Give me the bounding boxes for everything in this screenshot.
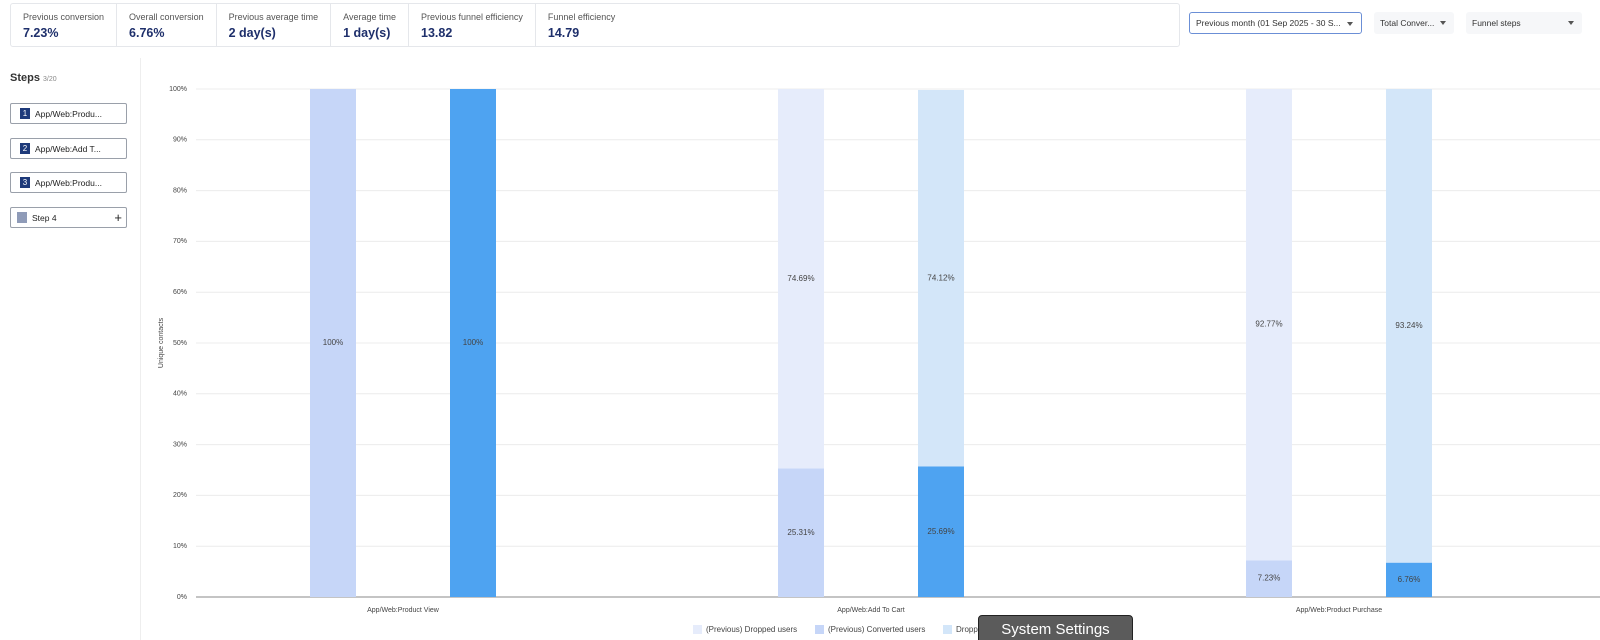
metric: Overall conversion 6.76%: [117, 4, 217, 46]
step-number: 2: [20, 143, 30, 154]
step-item[interactable]: 2 App/Web:Add T...: [10, 138, 127, 159]
data-label: 6.76%: [1398, 575, 1421, 584]
metric-label: Previous funnel efficiency: [421, 12, 523, 22]
step-item[interactable]: 3 App/Web:Produ...: [10, 172, 127, 193]
y-tick-label: 0%: [177, 594, 187, 601]
bar-segment: [918, 89, 964, 467]
legend-swatch: [815, 625, 824, 634]
step-swatch: [17, 212, 27, 223]
x-tick-label: App/Web:Product Purchase: [1296, 607, 1382, 614]
y-tick-label: 80%: [173, 187, 187, 194]
steps-panel: Steps 3/20 1 App/Web:Produ... 2 App/Web:Ad…: [0, 58, 141, 640]
view-dropdown[interactable]: Funnel steps: [1466, 12, 1582, 34]
bar-segment: [1386, 89, 1432, 563]
metric-label: Previous average time: [228, 12, 319, 22]
date-dropdown[interactable]: Previous month (01 Sep 2025 - 30 S...: [1189, 12, 1362, 34]
step-label: App/Web:Add T...: [35, 143, 101, 154]
metric-label: Average time: [343, 12, 396, 22]
step-number: 3: [20, 177, 30, 188]
metric-label: Previous conversion: [23, 12, 105, 22]
data-label: 74.12%: [927, 273, 954, 282]
plus-icon: +: [114, 210, 122, 225]
y-tick-label: 100%: [169, 86, 187, 93]
data-label: 100%: [463, 338, 483, 347]
y-tick-label: 60%: [173, 289, 187, 296]
metric-value: 2 day(s): [228, 26, 276, 40]
steps-title: Steps 3/20: [10, 72, 57, 84]
legend-swatch: [693, 625, 702, 634]
legend-label: (Previous) Converted users: [828, 625, 925, 634]
y-tick-label: 40%: [173, 391, 187, 398]
y-tick-label: 20%: [173, 492, 187, 499]
add-step[interactable]: Step 4 +: [10, 207, 127, 228]
y-axis-label: Unique contacts: [158, 317, 165, 368]
y-tick-label: 10%: [173, 543, 187, 550]
bar-segment: [778, 468, 824, 597]
bar-segment: [918, 466, 964, 597]
data-label: 7.23%: [1258, 574, 1281, 583]
y-tick-label: 70%: [173, 238, 187, 245]
metric: Previous conversion 7.23%: [11, 4, 118, 46]
data-label: 92.77%: [1255, 320, 1282, 329]
step-number: 1: [20, 108, 30, 119]
metric-value: 6.76%: [129, 26, 165, 40]
metric-value: 14.79: [547, 26, 580, 40]
system-settings-overlay[interactable]: System Settings: [978, 615, 1133, 640]
metric: Previous average time 2 day(s): [217, 4, 332, 46]
y-tick-label: 30%: [173, 441, 187, 448]
bar-segment: [1386, 562, 1432, 597]
data-label: 25.31%: [787, 528, 814, 537]
metric-dropdown[interactable]: Total Conver...: [1374, 12, 1454, 34]
steps-count: 3/20: [43, 76, 57, 83]
metric-value: 13.82: [421, 26, 453, 40]
step-label: App/Web:Produ...: [35, 177, 102, 188]
step-label: Step 4: [32, 212, 57, 223]
data-label: 93.24%: [1395, 321, 1422, 330]
bar-segment: [310, 89, 356, 597]
x-tick-label: App/Web:Add To Cart: [837, 607, 905, 614]
metric: Average time 1 day(s): [331, 4, 409, 46]
bar-segment: [1246, 560, 1292, 597]
metric: Funnel efficiency 14.79: [536, 4, 627, 46]
y-tick-label: 90%: [173, 137, 187, 144]
metrics-bar: Previous conversion 7.23% Overall convers…: [10, 3, 1180, 47]
bar-segment: [450, 89, 496, 597]
legend-swatch: [943, 625, 952, 634]
bar-segment: [778, 89, 824, 469]
data-label: 74.69%: [787, 274, 814, 283]
y-tick-label: 50%: [173, 340, 187, 347]
metric: Previous funnel efficiency 13.82: [409, 4, 536, 46]
step-item[interactable]: 1 App/Web:Produ...: [10, 103, 127, 124]
metric-value: 1 day(s): [343, 26, 391, 40]
x-tick-label: App/Web:Product View: [367, 607, 440, 614]
metric-value: 7.23%: [23, 26, 59, 40]
metric-label: Overall conversion: [129, 12, 204, 22]
legend-label: (Previous) Dropped users: [706, 625, 797, 634]
data-label: 25.69%: [927, 527, 954, 536]
step-label: App/Web:Produ...: [35, 108, 102, 119]
bar-segment: [1246, 89, 1292, 561]
metric-label: Funnel efficiency: [547, 12, 616, 22]
data-label: 100%: [323, 338, 343, 347]
steps-title-text: Steps: [10, 72, 40, 84]
